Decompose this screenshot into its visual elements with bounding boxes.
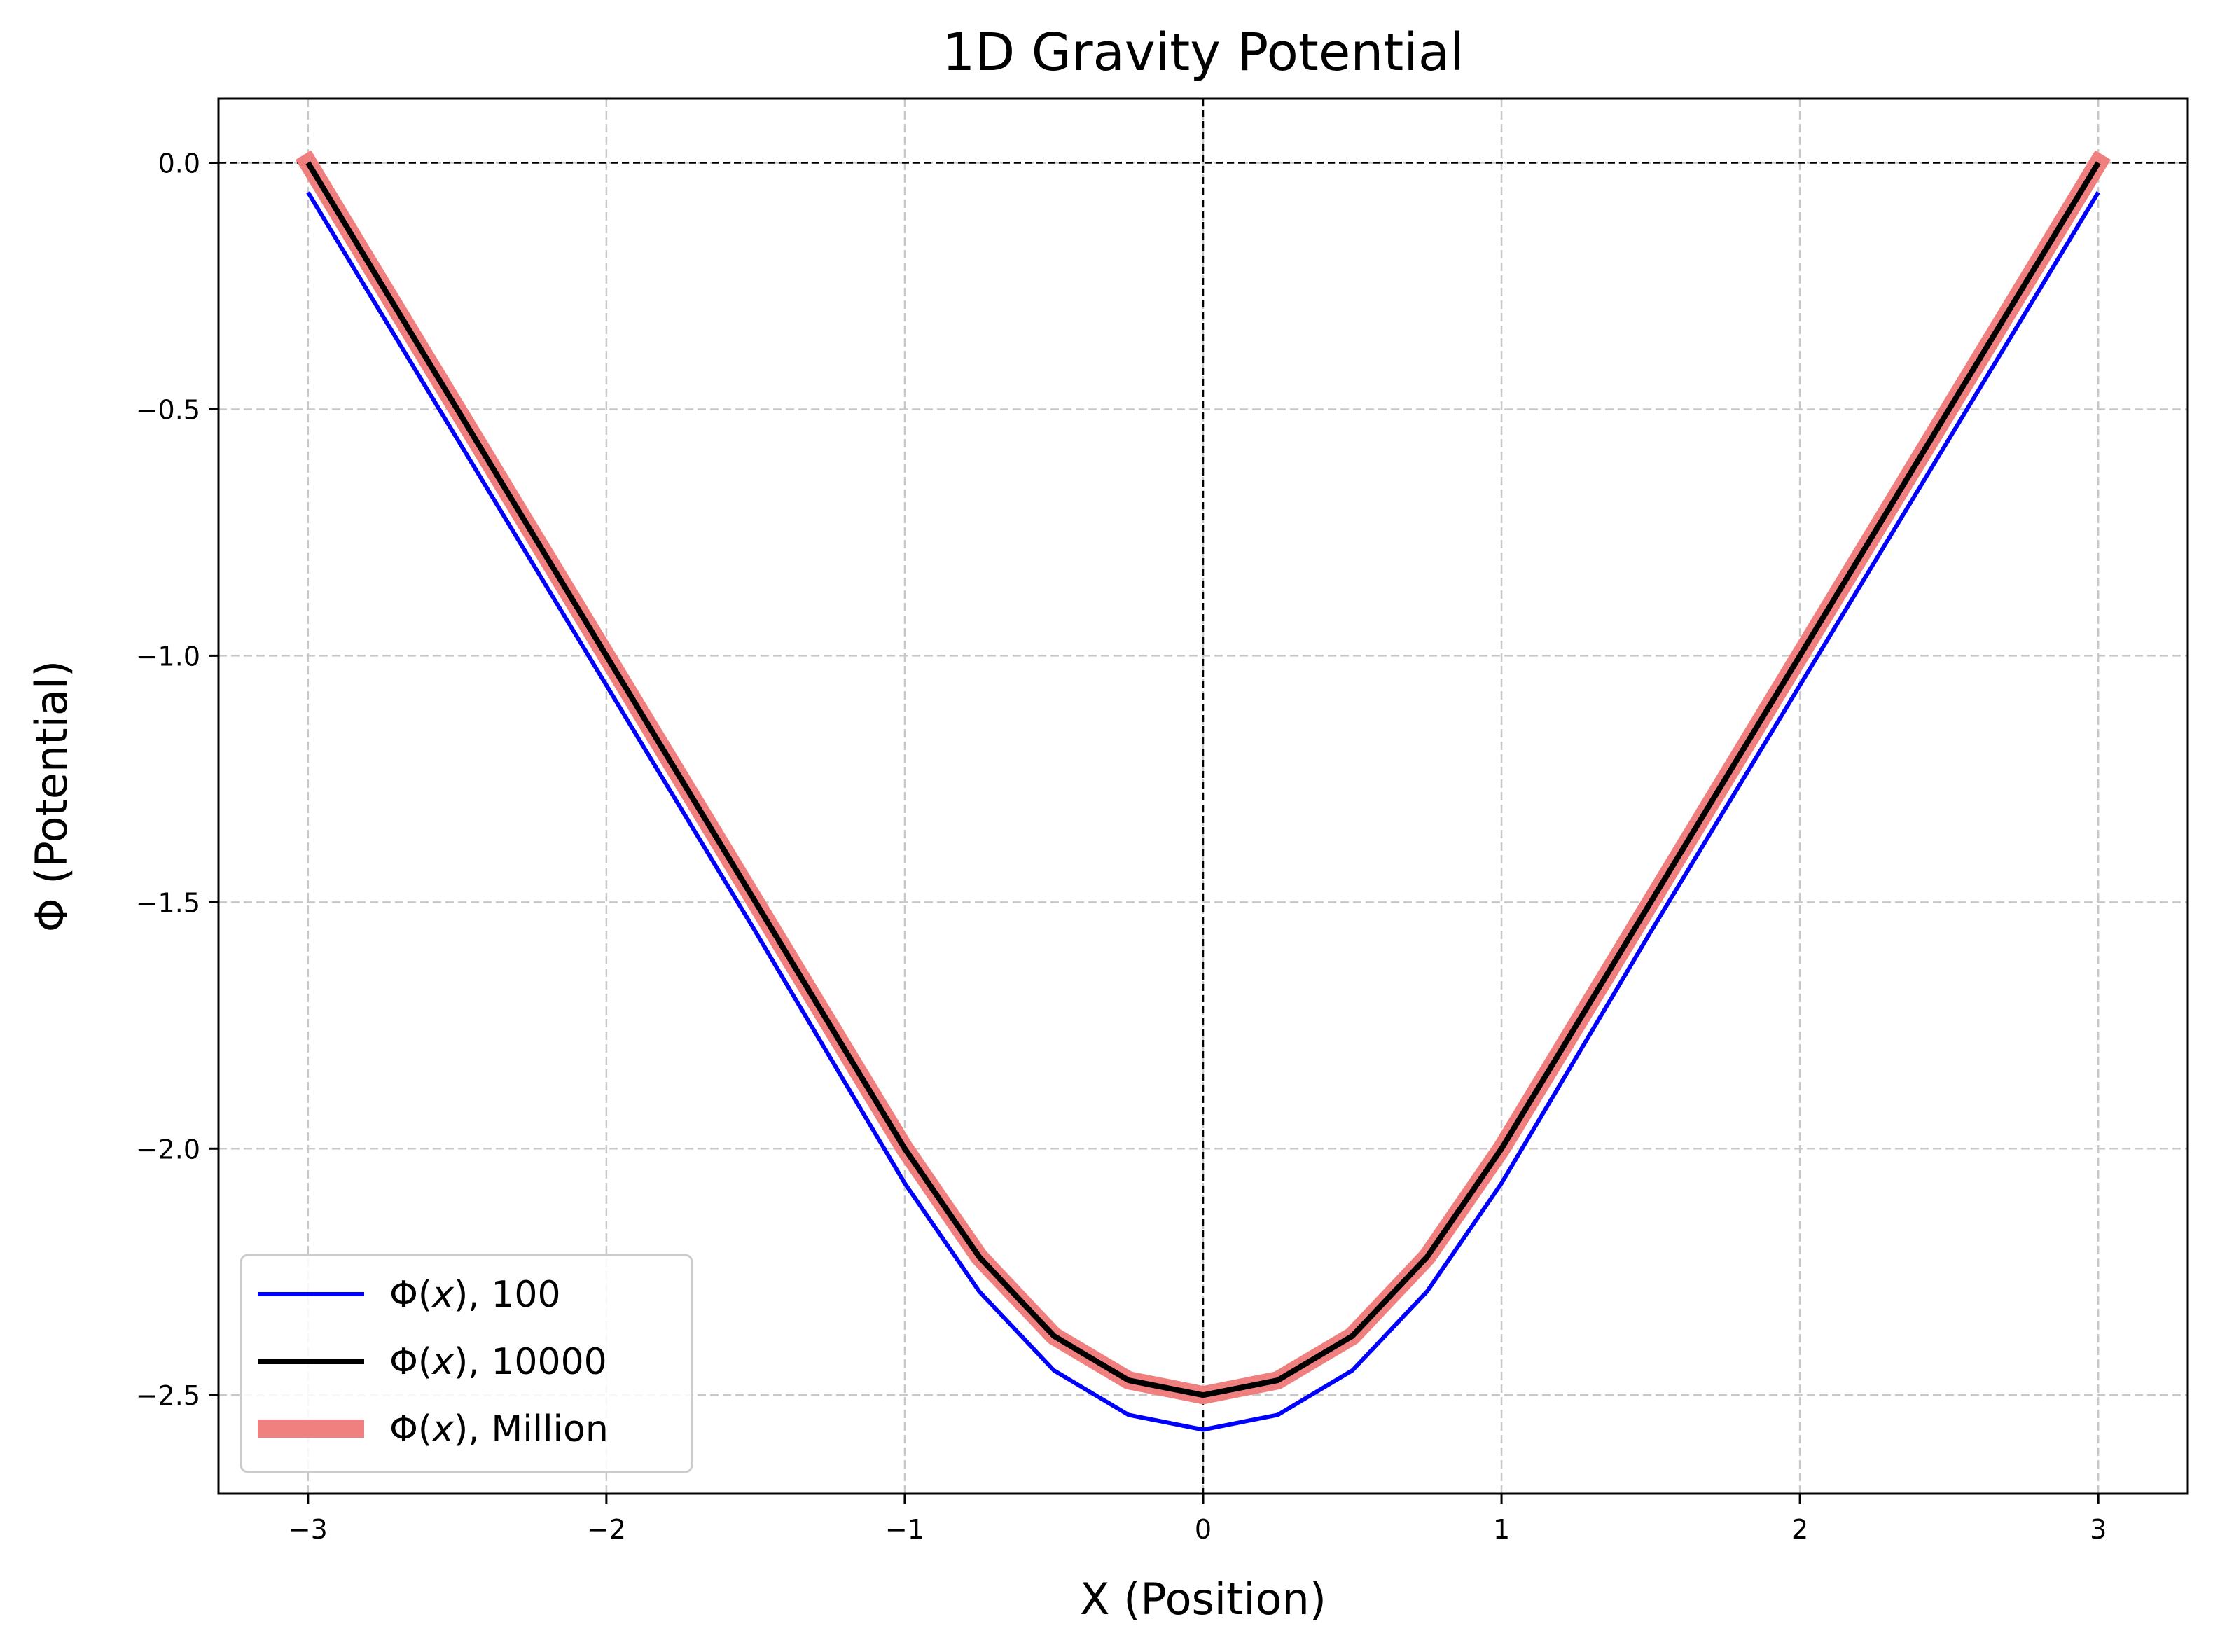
series-line-1 xyxy=(305,161,2101,1398)
x-tick-label: 1 xyxy=(1493,1514,1510,1545)
y-tick-label: −1.0 xyxy=(136,641,200,672)
x-tick-label: −1 xyxy=(885,1514,924,1545)
legend: Φ(x), 100 Φ(x), 10000 Φ(x), Million xyxy=(240,1254,693,1473)
y-tick-label: −2.5 xyxy=(136,1380,200,1411)
x-axis-title: X (Position) xyxy=(1080,1574,1326,1625)
x-tick-label: 2 xyxy=(1791,1514,1808,1545)
legend-label: Φ(x), 10000 xyxy=(389,1341,607,1383)
x-tick-label: 0 xyxy=(1195,1514,1212,1545)
y-tick-label: −1.5 xyxy=(136,887,200,918)
legend-label: Φ(x), 100 xyxy=(389,1274,561,1316)
y-tick-label: −2.0 xyxy=(136,1134,200,1165)
x-tick-label: −3 xyxy=(289,1514,328,1545)
series-line-0 xyxy=(306,191,2100,1432)
x-tick-label: 3 xyxy=(2090,1514,2107,1545)
y-axis-title: Φ (Potential) xyxy=(26,660,77,933)
x-tick-label: −2 xyxy=(587,1514,626,1545)
series-layer xyxy=(295,150,2111,1432)
chart-title: 1D Gravity Potential xyxy=(942,22,1464,83)
y-tick-label: −0.5 xyxy=(136,394,200,425)
reference-lines xyxy=(218,99,2188,1494)
legend-label: Φ(x), Million xyxy=(389,1408,609,1450)
x-axis: −3 −2 −1 0 1 2 3 xyxy=(289,1494,2107,1545)
y-axis: 0.0 −0.5 −1.0 −1.5 −2.0 −2.5 xyxy=(136,148,218,1411)
legend-box xyxy=(240,1254,693,1473)
y-tick-label: 0.0 xyxy=(158,148,200,179)
